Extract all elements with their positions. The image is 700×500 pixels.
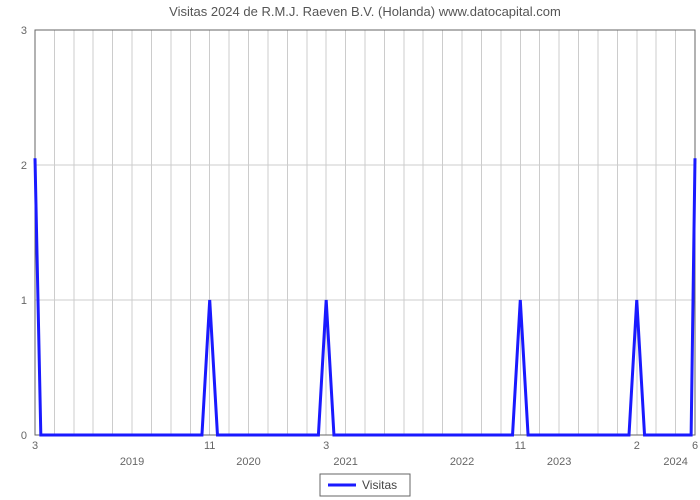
legend: Visitas — [320, 474, 410, 496]
x-value-label: 2 — [634, 440, 640, 452]
x-year-label: 2021 — [333, 456, 357, 468]
y-tick-label: 2 — [21, 160, 27, 172]
grid — [35, 30, 695, 435]
y-tick-label: 3 — [21, 25, 27, 37]
x-year-label: 2022 — [450, 456, 474, 468]
x-year-label: 2019 — [120, 456, 144, 468]
chart-container: Visitas 2024 de R.M.J. Raeven B.V. (Hola… — [0, 0, 700, 500]
y-tick-label: 1 — [21, 295, 27, 307]
y-axis-ticks: 0 1 2 3 — [21, 25, 27, 442]
x-year-label: 2020 — [236, 456, 260, 468]
x-value-labels: 3 11 3 11 2 6 — [32, 440, 698, 452]
x-value-label: 6 — [692, 440, 698, 452]
legend-label: Visitas — [362, 478, 397, 492]
x-year-label: 2024 — [663, 456, 687, 468]
chart-title: Visitas 2024 de R.M.J. Raeven B.V. (Hola… — [169, 4, 561, 19]
x-value-label: 11 — [204, 440, 215, 452]
y-tick-label: 0 — [21, 430, 27, 442]
x-year-labels: 2019 2020 2021 2022 2023 2024 — [120, 456, 688, 468]
x-value-label: 3 — [323, 440, 329, 452]
chart-svg: Visitas 2024 de R.M.J. Raeven B.V. (Hola… — [0, 0, 700, 500]
x-year-label: 2023 — [547, 456, 571, 468]
x-value-label: 11 — [515, 440, 526, 452]
x-value-label: 3 — [32, 440, 38, 452]
